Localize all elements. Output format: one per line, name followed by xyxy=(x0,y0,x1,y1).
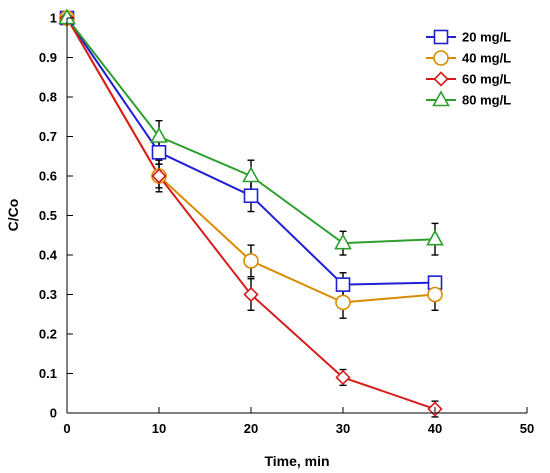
y-tick-label: 0.9 xyxy=(39,50,57,65)
y-tick-label: 0.8 xyxy=(39,90,57,105)
y-tick-label: 0 xyxy=(50,406,57,421)
data-point-20-mg-l xyxy=(335,277,351,292)
data-point-80-mg-l xyxy=(242,166,260,183)
legend-label-60-mg-l: 60 mg/L xyxy=(462,72,511,87)
legend: 20 mg/L 40 mg/L 60 mg/L 80 mg/L xyxy=(426,30,511,108)
y-axis-title: C/Co xyxy=(5,199,21,232)
y-tick-label: 0.1 xyxy=(39,366,57,381)
x-axis-title: Time, min xyxy=(264,453,329,469)
y-tick-label: 0.2 xyxy=(39,327,57,342)
data-point-80-mg-l xyxy=(150,126,168,143)
y-tick-label: 0.7 xyxy=(39,129,57,144)
data-point-20-mg-l xyxy=(243,188,259,204)
data-point-40-mg-l xyxy=(427,286,443,303)
data-point-60-mg-l xyxy=(151,168,167,184)
data-point-40-mg-l xyxy=(243,253,259,269)
x-tick-label: 30 xyxy=(336,421,350,436)
legend-label-20-mg-l: 20 mg/L xyxy=(462,30,511,45)
y-tick-label: 0.3 xyxy=(39,287,57,302)
series-markers xyxy=(58,8,444,417)
data-point-20-mg-l xyxy=(151,145,167,160)
x-tick-label: 50 xyxy=(520,421,534,436)
legend-marker-20-mg-l xyxy=(433,29,449,45)
data-point-80-mg-l xyxy=(334,233,352,250)
y-tick-label: 0.4 xyxy=(39,248,58,263)
data-point-40-mg-l xyxy=(335,294,351,311)
plot-area xyxy=(67,18,527,413)
legend-marker-60-mg-l xyxy=(433,71,449,87)
legend-marker-80-mg-l xyxy=(432,90,450,107)
x-tick-label: 20 xyxy=(244,421,258,436)
y-tick-label: 0.6 xyxy=(39,169,57,184)
data-point-60-mg-l xyxy=(243,286,259,303)
legend-label-80-mg-l: 80 mg/L xyxy=(462,93,511,108)
data-point-80-mg-l xyxy=(426,229,444,246)
legend-label-40-mg-l: 40 mg/L xyxy=(462,51,511,66)
y-tick-label: 0.5 xyxy=(39,208,57,223)
legend-marker-40-mg-l xyxy=(433,50,449,66)
x-tick-label: 10 xyxy=(152,421,166,436)
x-tick-label: 40 xyxy=(428,421,442,436)
data-point-60-mg-l xyxy=(335,369,351,386)
y-tick-label: 1 xyxy=(50,11,57,26)
axis-ticks: 0 10 20 30 40 50 0 0.1 0.2 0.3 0.4 0.5 0.6 0.7 0.8 0.9 1 xyxy=(39,11,534,437)
x-tick-label: 0 xyxy=(63,421,70,436)
